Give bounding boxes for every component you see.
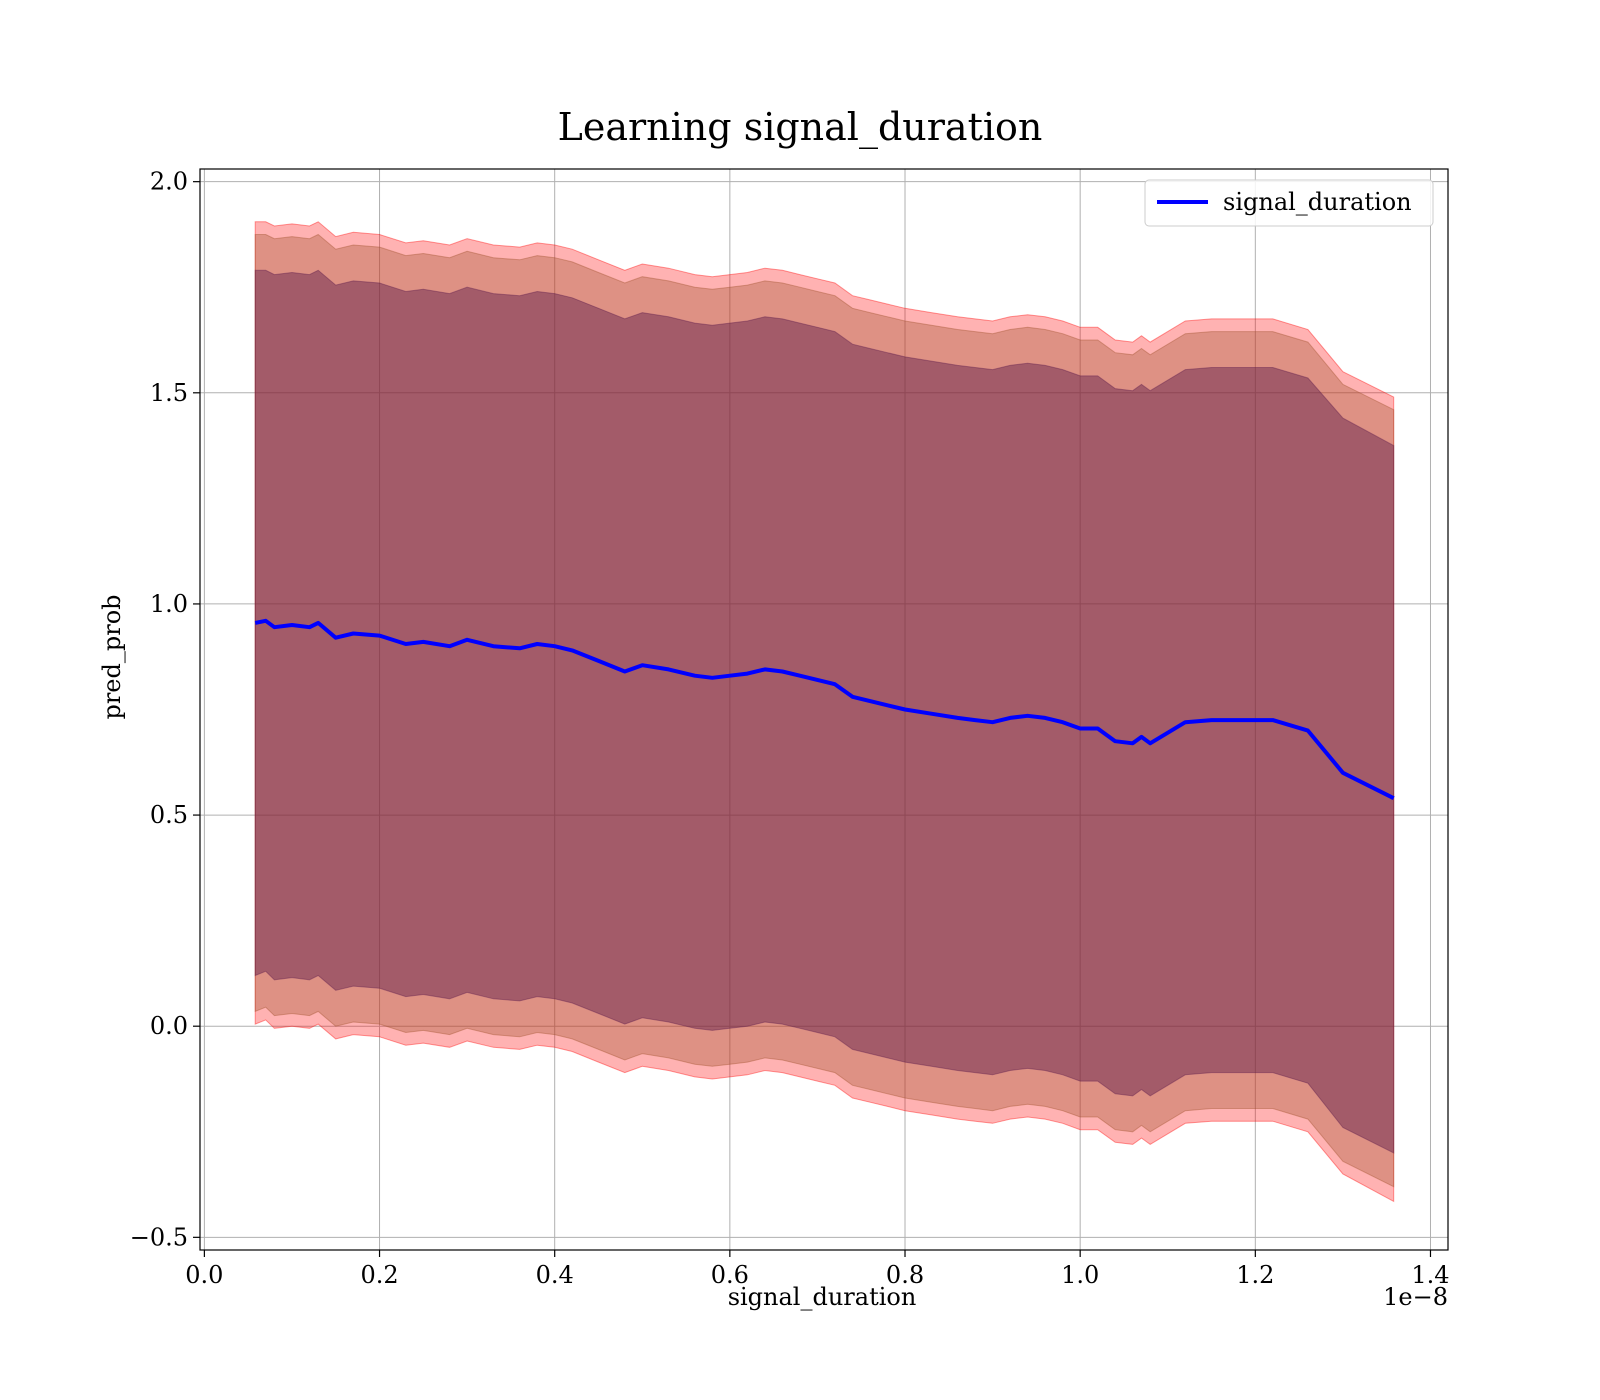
legend-label: signal_duration: [1223, 188, 1412, 216]
x-tick-label: 0.2: [360, 1261, 398, 1289]
legend: signal_duration: [1144, 179, 1434, 227]
series-lines: [254, 618, 1395, 800]
y-tick-label: 1.5: [150, 379, 188, 407]
y-tick-label: 2.0: [150, 168, 188, 196]
y-tick-label: 0.5: [150, 801, 188, 829]
x-tick-label: 0.4: [536, 1261, 574, 1289]
band-inner-band: [254, 269, 1395, 1154]
plot-frame: [199, 168, 1449, 1251]
x-tick-label: 0.6: [711, 1261, 749, 1289]
x-tick-label: 1.0: [1061, 1261, 1099, 1289]
x-tick-label: 1.4: [1411, 1261, 1449, 1289]
legend-box: [1144, 179, 1434, 227]
band-middle-band: [254, 233, 1395, 1188]
chart-title: Learning signal_duration: [558, 105, 1043, 150]
x-tick-label: 0.0: [185, 1261, 223, 1289]
x-tick-label: 0.8: [886, 1261, 924, 1289]
series-line-signal_duration: [254, 618, 1395, 800]
x-axis-offset-label: 1e−8: [1383, 1283, 1448, 1311]
x-tick-label: 1.2: [1236, 1261, 1274, 1289]
x-axis-label: signal_duration: [728, 1283, 917, 1311]
axis-ticks: 0.0 0.2 0.4 0.6 0.8 1.0 1.2 1.4 −0.5 0.0 0.5 1.0 1.5…: [130, 168, 1450, 1289]
y-tick-label: 1.0: [150, 590, 188, 618]
y-tick-label: −0.5: [130, 1223, 188, 1251]
y-tick-label: 0.0: [150, 1012, 188, 1040]
y-axis-label: pred_prob: [98, 594, 126, 719]
band-outer-band: [254, 221, 1395, 1203]
confidence-bands: [254, 221, 1395, 1203]
